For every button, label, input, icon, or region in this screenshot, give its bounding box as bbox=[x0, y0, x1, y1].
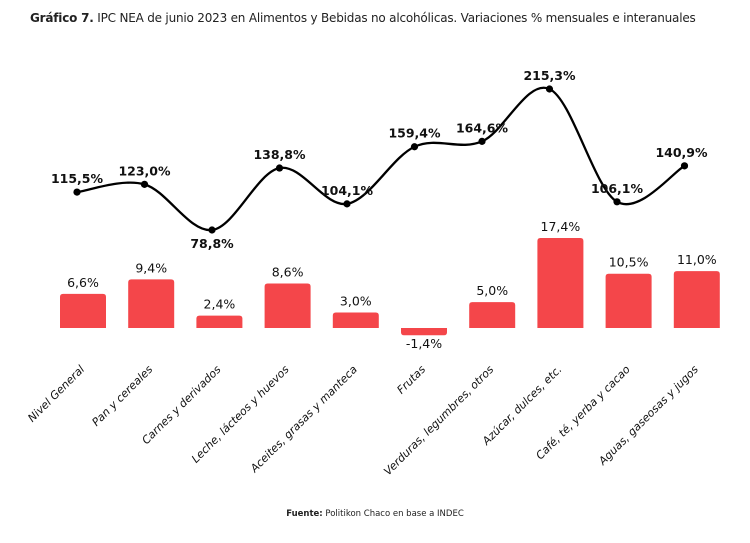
bar-data-label: 8,6% bbox=[272, 265, 304, 280]
line-data-label: 106,1% bbox=[591, 181, 644, 196]
x-tick-label: Verduras, legumbres, otros bbox=[381, 363, 496, 478]
bar bbox=[332, 312, 379, 328]
line-data-label: 140,9% bbox=[655, 145, 708, 160]
line-data-label: 78,8% bbox=[190, 236, 234, 251]
line-data-label: 215,3% bbox=[523, 68, 576, 83]
line-point bbox=[613, 198, 621, 206]
bar-data-label: -1,4% bbox=[406, 336, 442, 351]
line-point bbox=[545, 85, 554, 93]
line-series bbox=[76, 86, 686, 232]
line-point bbox=[410, 143, 419, 151]
bar-data-label: 9,4% bbox=[135, 260, 167, 275]
line-point bbox=[343, 200, 351, 208]
bar-data-label: 17,4% bbox=[541, 219, 581, 234]
x-tick-label: Pan y cereales bbox=[89, 363, 155, 429]
line-point bbox=[478, 137, 486, 145]
line-point bbox=[208, 226, 216, 234]
line-point bbox=[140, 180, 149, 188]
line-point bbox=[73, 188, 81, 196]
line-data-label: 159,4% bbox=[388, 126, 441, 141]
bar-data-label: 10,5% bbox=[609, 255, 649, 270]
chart-title: Gráfico 7. IPC NEA de junio 2023 en Alim… bbox=[30, 11, 696, 25]
line-data-label: 123,0% bbox=[118, 163, 171, 178]
bar bbox=[673, 271, 720, 328]
bar-data-label: 3,0% bbox=[340, 293, 372, 308]
line-point bbox=[680, 162, 689, 170]
bar bbox=[605, 273, 652, 328]
chart-source: Fuente: Politikon Chaco en base a INDEC bbox=[286, 509, 464, 519]
x-tick-label: Nivel General bbox=[25, 363, 87, 425]
bar bbox=[469, 302, 516, 328]
bar bbox=[264, 283, 311, 328]
bar bbox=[128, 279, 175, 328]
line-data-label: 164,6% bbox=[456, 120, 509, 135]
bar-data-label: 5,0% bbox=[476, 283, 508, 298]
bar bbox=[401, 328, 447, 336]
x-tick-label: Aceites, grasas y manteca bbox=[247, 363, 360, 476]
bar bbox=[196, 315, 243, 328]
line-data-label: 104,1% bbox=[321, 183, 374, 198]
line-data-label: 115,5% bbox=[51, 171, 104, 186]
bar-data-label: 11,0% bbox=[677, 252, 717, 267]
bar-data-label: 6,6% bbox=[67, 275, 99, 290]
line-data-label: 138,8% bbox=[253, 147, 306, 162]
bar-data-label: 2,4% bbox=[204, 297, 236, 312]
line-point bbox=[275, 164, 284, 172]
bar bbox=[60, 293, 106, 328]
x-tick-label: Frutas bbox=[394, 363, 428, 397]
bar bbox=[537, 238, 584, 328]
